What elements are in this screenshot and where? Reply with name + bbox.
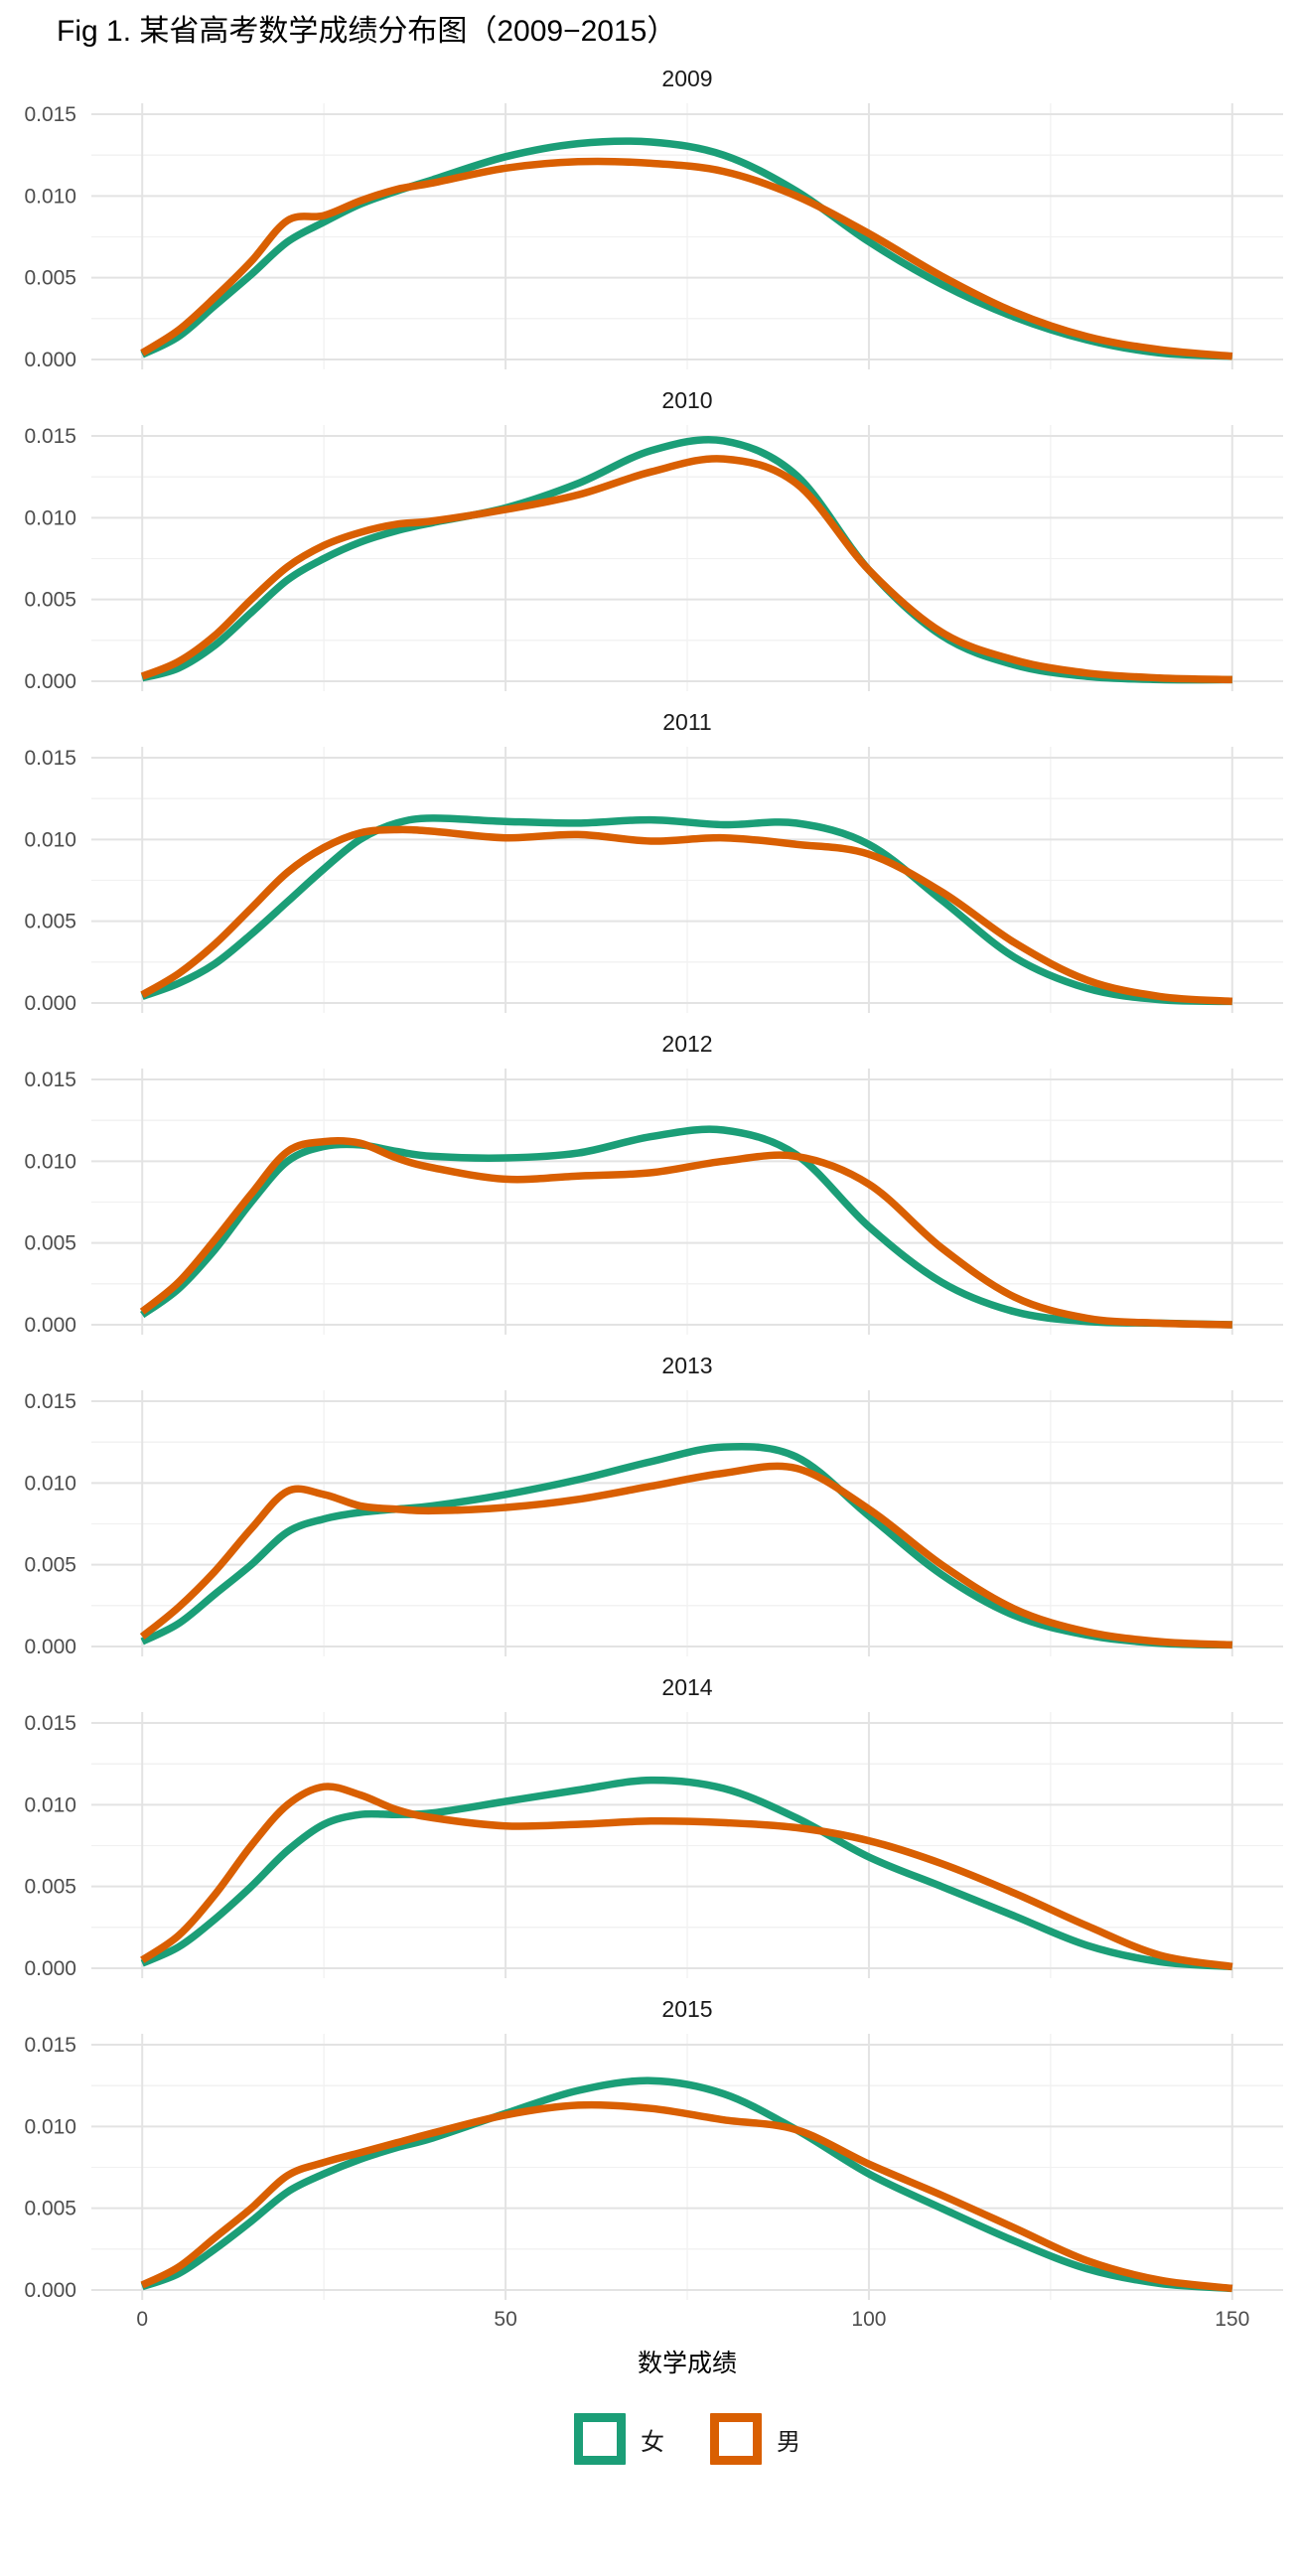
curve-male-2012 [139,1137,1232,1329]
y-axis-labels: 0.000 0.005 0.010 0.015 [24,747,76,1015]
grid-minor [91,1712,1283,1978]
curve-female-2014 [140,1776,1233,1971]
density-plot-2015: 0.000 0.005 0.010 0.015 [24,2034,1283,2302]
y-tick-label: 0.000 [24,670,76,693]
legend-key-female-square [574,2413,626,2465]
facet-title-2010: 2010 [661,387,713,413]
y-tick-label: 0.005 [24,267,76,290]
density-plot-2009: 0.000 0.005 0.010 0.015 [24,103,1283,371]
y-tick-label: 0.010 [24,2115,76,2138]
y-tick-label: 0.000 [24,1957,76,1980]
curve-female-2011 [140,814,1232,1006]
legend-item-female: 女 [574,2413,664,2465]
y-axis-labels: 0.000 0.005 0.010 0.015 [24,103,76,371]
facet-panel-2010: 2010 0.000 0.005 0.010 0.015 [0,386,1299,693]
facet-panel-2013: 2013 0.000 0.005 0.010 0.015 [0,1352,1299,1658]
facet-panel-2012: 2012 0.000 0.005 0.010 0.015 [0,1030,1299,1337]
x-tick-label: 150 [1215,2308,1249,2331]
y-tick-label: 0.010 [24,506,76,529]
x-tick-label: 100 [851,2308,886,2331]
curve-female-2012 [140,1125,1232,1329]
y-axis-labels: 0.000 0.005 0.010 0.015 [24,2034,76,2302]
y-axis-labels: 0.000 0.005 0.010 0.015 [24,1069,76,1337]
y-axis-labels: 0.000 0.005 0.010 0.015 [24,1390,76,1658]
y-tick-label: 0.005 [24,589,76,612]
curve-female-2010 [141,435,1232,684]
y-tick-label: 0.015 [24,1712,76,1735]
facet-title-2015: 2015 [661,1996,713,2022]
curve-male-2009 [140,157,1233,360]
y-tick-label: 0.015 [24,1390,76,1413]
grid-major [91,425,1283,691]
page-title: Fig 1. 某省高考数学成绩分布图（2009−2015） [57,15,677,48]
legend-label-male: 男 [777,2428,800,2456]
y-tick-label: 0.000 [24,1314,76,1337]
facet-panels: 2009 0.000 0.005 0.010 0.015 2010 0.000 0.005 0.… [0,65,1299,2302]
x-axis-title: 数学成绩 [637,2350,737,2377]
y-axis-labels: 0.000 0.005 0.010 0.015 [24,1712,76,1980]
y-tick-label: 0.005 [24,1876,76,1899]
density-plot-2014: 0.000 0.005 0.010 0.015 [24,1712,1283,1980]
facet-title-2009: 2009 [661,66,713,91]
y-tick-label: 0.010 [24,1472,76,1495]
grid-minor [91,2034,1283,2300]
density-chart: Fig 1. 某省高考数学成绩分布图（2009−2015） 2009 0.000 0… [0,14,1299,2465]
curve-male-2014 [140,1783,1233,1971]
grid-major [91,103,1283,369]
legend-item-male: 男 [710,2413,800,2465]
facet-panel-2009: 2009 0.000 0.005 0.010 0.015 [0,65,1299,371]
facet-panel-2014: 2014 0.000 0.005 0.010 0.015 [0,1673,1299,1980]
density-plot-2012: 0.000 0.005 0.010 0.015 [24,1069,1283,1337]
grid-minor [91,1069,1283,1335]
curve-female-2015 [140,2076,1233,2293]
facet-title-2014: 2014 [661,1674,713,1700]
curve-male-2015 [140,2100,1233,2293]
x-tick-label: 0 [136,2308,148,2331]
x-axis: 0 50 100 150 [0,2302,1299,2336]
facet-title-2011: 2011 [662,709,712,735]
curve-male-2011 [140,825,1233,1006]
curve-male-2010 [140,455,1232,684]
density-plot-2010: 0.000 0.005 0.010 0.015 [24,425,1283,693]
grid-minor [91,1390,1283,1656]
y-tick-label: 0.010 [24,185,76,208]
y-tick-label: 0.010 [24,828,76,851]
y-tick-label: 0.000 [24,2279,76,2302]
legend: 女男 [91,2413,1283,2465]
curve-female-2013 [140,1442,1232,1649]
grid-minor [91,747,1283,1013]
y-tick-label: 0.015 [24,747,76,770]
y-axis-labels: 0.000 0.005 0.010 0.015 [24,425,76,693]
y-tick-label: 0.015 [24,103,76,126]
y-tick-label: 0.000 [24,1636,76,1658]
y-tick-label: 0.010 [24,1150,76,1173]
y-tick-label: 0.015 [24,2034,76,2057]
y-tick-label: 0.015 [24,425,76,448]
facet-title-2012: 2012 [661,1031,713,1057]
legend-key-male-square [710,2413,762,2465]
facet-panel-2011: 2011 0.000 0.005 0.010 0.015 [0,708,1299,1015]
curve-female-2009 [140,137,1232,360]
y-tick-label: 0.000 [24,349,76,371]
y-tick-label: 0.000 [24,992,76,1015]
y-tick-label: 0.015 [24,1069,76,1091]
x-tick-label: 50 [494,2308,516,2331]
density-plot-2011: 0.000 0.005 0.010 0.015 [24,747,1283,1015]
density-plot-2013: 0.000 0.005 0.010 0.015 [24,1390,1283,1658]
legend-label-female: 女 [641,2428,664,2456]
facet-title-2013: 2013 [661,1353,713,1378]
y-tick-label: 0.005 [24,2198,76,2220]
curve-male-2013 [139,1462,1232,1649]
y-tick-label: 0.010 [24,1793,76,1816]
y-tick-label: 0.005 [24,1232,76,1255]
y-tick-label: 0.005 [24,1554,76,1577]
y-tick-label: 0.005 [24,911,76,933]
x-axis-tick-labels: 0 50 100 150 [136,2308,1249,2331]
facet-panel-2015: 2015 0.000 0.005 0.010 0.015 [0,1995,1299,2302]
